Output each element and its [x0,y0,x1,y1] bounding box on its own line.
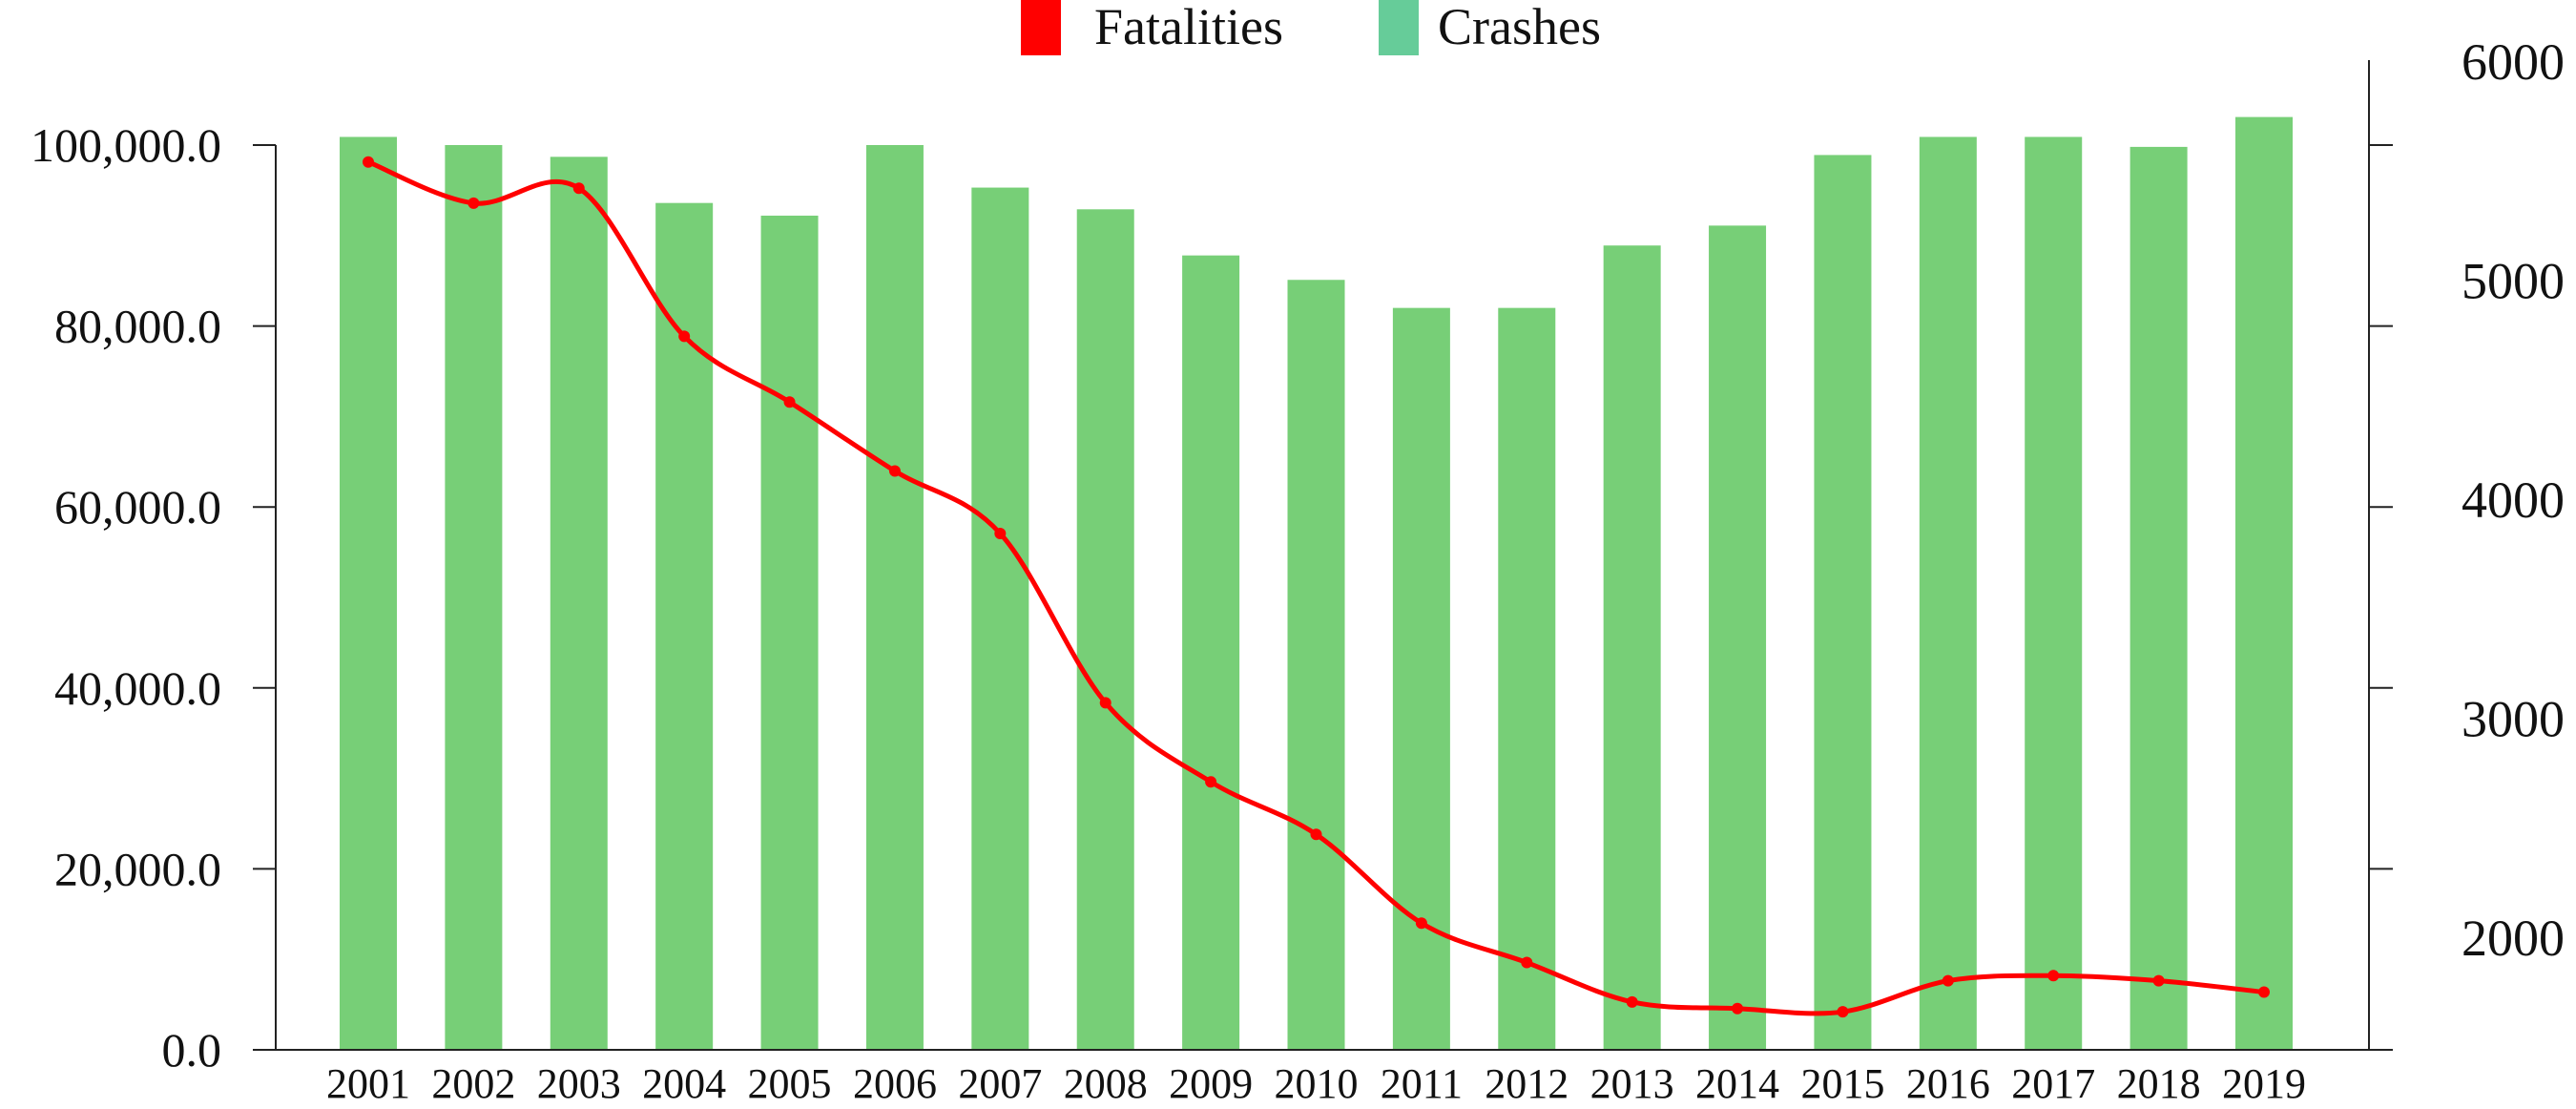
point-fatalities-2002 [467,197,480,209]
bar-crashes-2010 [1287,280,1345,1050]
right-axis-ticks: 2000 3000 4000 5000 6000 [2369,33,2565,1051]
left-tick-label: 0.0 [162,1023,222,1077]
point-fatalities-2015 [1837,1006,1849,1018]
left-tick-label: 100,000.0 [31,118,221,172]
point-fatalities-2005 [783,396,796,408]
right-tick-label: 2000 [2462,910,2565,967]
point-fatalities-2007 [994,527,1007,539]
point-fatalities-2001 [363,156,374,168]
x-tick-label: 2008 [1064,1060,1148,1107]
x-tick-label: 2006 [853,1060,937,1107]
bar-crashes-2003 [550,157,608,1051]
x-tick-label: 2004 [642,1060,726,1107]
left-axis-ticks: 0.0 20,000.0 40,000.0 60,000.0 80,000.0 100,0… [31,118,276,1077]
x-tick-label: 2005 [748,1060,832,1107]
legend-label-fatalities: Fatalities [1094,0,1283,55]
point-fatalities-2013 [1626,995,1638,1008]
fatalities-line [363,156,2270,1018]
bar-crashes-2012 [1498,307,1556,1050]
point-fatalities-2006 [888,465,901,477]
point-fatalities-2014 [1732,1002,1744,1015]
x-tick-label: 2007 [958,1060,1042,1107]
point-fatalities-2008 [1099,697,1111,709]
bar-crashes-2006 [865,145,924,1050]
x-tick-label: 2016 [1906,1060,1990,1107]
right-tick-label: 3000 [2462,691,2565,748]
point-fatalities-2018 [2152,974,2165,987]
bar-crashes-2011 [1392,307,1450,1050]
legend-swatch-fatalities [1021,0,1061,55]
left-tick-label: 60,000.0 [54,480,221,534]
point-fatalities-2012 [1521,956,1533,969]
bar-crashes-2015 [1814,155,1872,1051]
legend: Fatalities Crashes [1021,0,1601,55]
point-fatalities-2016 [1942,974,1954,987]
legend-label-crashes: Crashes [1438,0,1601,55]
x-tick-label: 2019 [2222,1060,2306,1107]
x-axis-labels: 2001 2002 2003 2004 2005 2006 2007 2008 2009 2010… [326,1060,2306,1107]
point-fatalities-2019 [2258,986,2270,998]
point-fatalities-2010 [1310,828,1322,841]
bar-crashes-2004 [655,202,714,1050]
bar-crashes-2014 [1709,225,1767,1050]
x-tick-label: 2013 [1590,1060,1674,1107]
crashes-bars [340,116,2293,1051]
bar-crashes-2019 [2235,116,2293,1050]
axes [253,60,2393,1051]
left-tick-label: 20,000.0 [54,842,221,895]
x-tick-label: 2010 [1275,1060,1359,1107]
x-tick-label: 2017 [2011,1060,2095,1107]
point-fatalities-2017 [2047,970,2060,982]
bar-crashes-2002 [445,145,503,1050]
x-tick-label: 2001 [326,1060,410,1107]
bar-crashes-2007 [971,187,1029,1050]
x-tick-label: 2018 [2117,1060,2201,1107]
right-tick-label: 6000 [2462,33,2565,91]
right-tick-label: 5000 [2462,253,2565,310]
x-tick-label: 2012 [1485,1060,1568,1107]
x-tick-label: 2009 [1169,1060,1253,1107]
left-tick-label: 40,000.0 [54,661,221,715]
point-fatalities-2003 [572,182,585,195]
bar-crashes-2013 [1603,245,1661,1050]
bar-crashes-2005 [760,215,819,1051]
bar-crashes-2016 [1919,136,1977,1050]
x-tick-label: 2003 [537,1060,621,1107]
legend-swatch-crashes [1379,0,1419,55]
left-tick-label: 80,000.0 [54,300,221,353]
point-fatalities-2009 [1205,776,1217,788]
bar-crashes-2001 [340,136,397,1050]
point-fatalities-2004 [678,330,691,343]
fatalities-line-path [367,159,2265,1016]
x-tick-label: 2002 [431,1060,515,1107]
bar-crashes-2008 [1076,209,1134,1051]
bar-crashes-2009 [1182,255,1240,1050]
x-tick-label: 2011 [1381,1060,1463,1107]
x-tick-label: 2014 [1695,1060,1779,1107]
point-fatalities-2011 [1415,917,1427,930]
x-tick-label: 2015 [1800,1060,1884,1107]
right-tick-label: 4000 [2462,471,2565,529]
bar-crashes-2018 [2129,146,2188,1050]
bar-crashes-2017 [2025,136,2083,1050]
